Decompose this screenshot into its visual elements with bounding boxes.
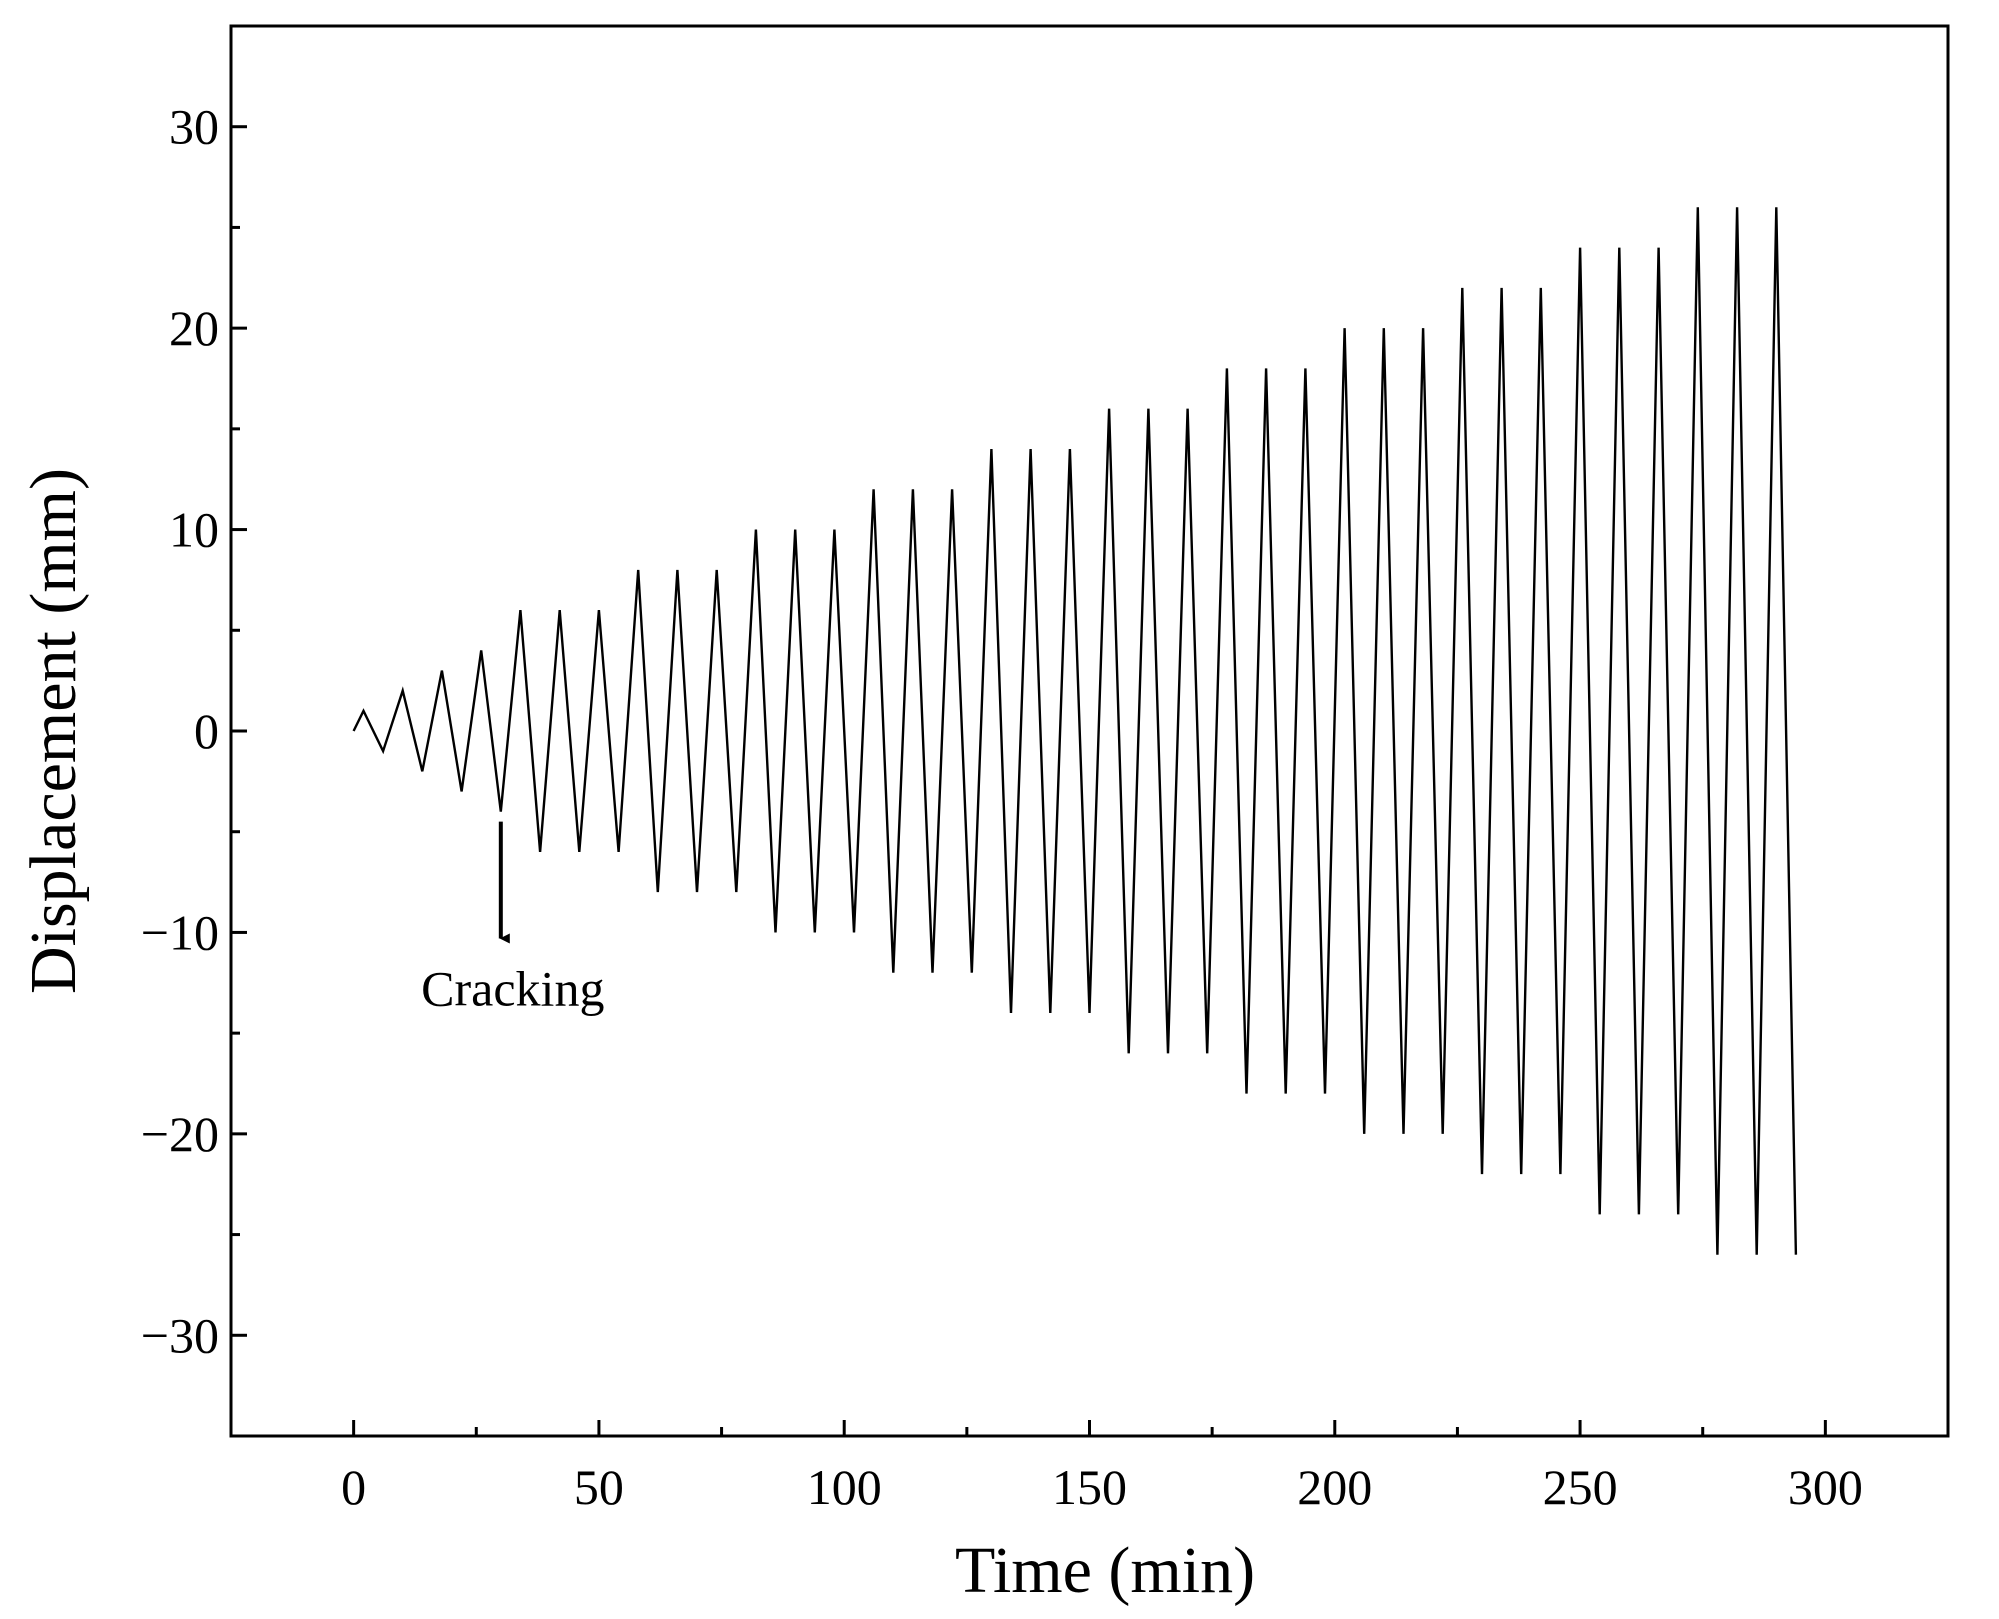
y-tick-label: 10 <box>169 502 219 558</box>
x-axis-title: Time (min) <box>955 1534 1255 1607</box>
y-tick-label: −30 <box>141 1307 219 1363</box>
x-axis-tick-labels: 0 50 100 150 200 250 300 <box>341 1459 1863 1515</box>
x-tick-label: 200 <box>1297 1459 1372 1515</box>
cracking-label: Cracking <box>421 960 604 1016</box>
y-tick-label: 20 <box>169 300 219 356</box>
y-axis-title: Displacement (mm) <box>17 468 90 994</box>
x-tick-label: 250 <box>1543 1459 1618 1515</box>
y-tick-label: 30 <box>169 99 219 155</box>
y-axis-ticks <box>231 125 247 1337</box>
x-axis-ticks <box>352 1420 1827 1436</box>
annotation-group: Cracking <box>421 821 604 1016</box>
series-line <box>352 207 1798 1255</box>
x-tick-label: 300 <box>1788 1459 1863 1515</box>
x-tick-label: 100 <box>807 1459 882 1515</box>
series-group <box>352 207 1798 1255</box>
y-tick-label: 0 <box>194 703 219 759</box>
y-axis-tick-labels: −30 −20 −10 0 10 20 30 <box>141 99 219 1364</box>
x-tick-label: 150 <box>1052 1459 1127 1515</box>
x-tick-label: 50 <box>574 1459 624 1515</box>
plot-frame <box>229 24 1950 1438</box>
y-tick-label: −20 <box>141 1106 219 1162</box>
x-tick-label: 0 <box>341 1459 366 1515</box>
y-tick-label: −10 <box>141 904 219 960</box>
